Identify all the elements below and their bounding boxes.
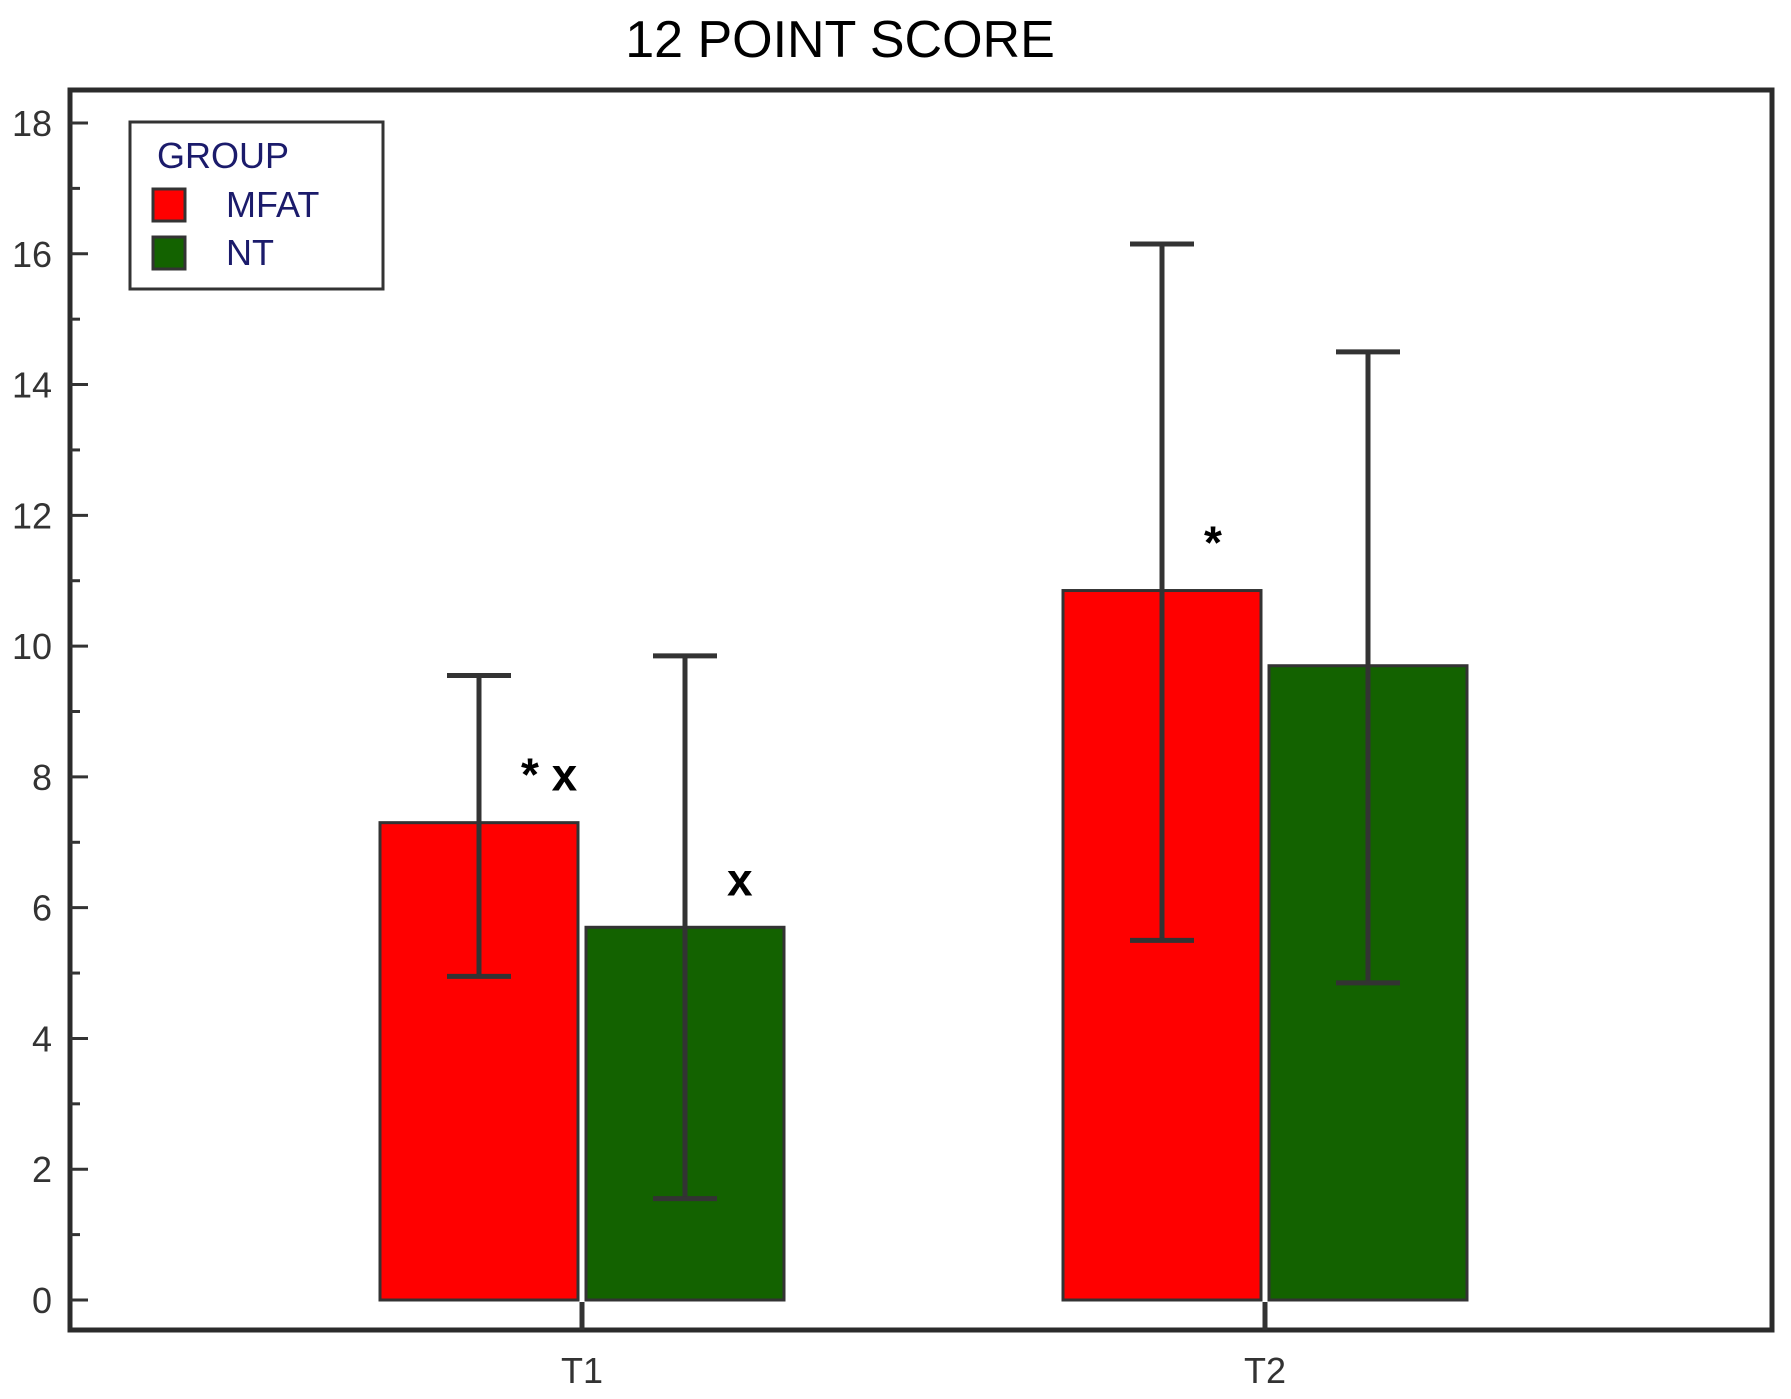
y-tick-label-14: 14 [12, 365, 52, 406]
y-axis: 0 2 4 6 8 10 12 14 16 18 [12, 103, 88, 1321]
legend-swatch-mfat [151, 187, 187, 223]
y-tick-label-0: 0 [32, 1280, 52, 1321]
y-tick-label-4: 4 [32, 1018, 52, 1059]
y-tick-label-10: 10 [12, 626, 52, 667]
legend-label-mfat: MFAT [226, 184, 319, 225]
y-tick-label-12: 12 [12, 495, 52, 536]
legend: GROUP MFAT NT [128, 120, 385, 291]
x-axis: T1 T2 [561, 1302, 1286, 1391]
y-tick-label-6: 6 [32, 888, 52, 929]
x-tick-label-t1: T1 [561, 1350, 603, 1391]
y-tick-label-2: 2 [32, 1149, 52, 1190]
annotation-mfat-t1: * x [521, 749, 578, 801]
legend-title: GROUP [157, 135, 289, 176]
y-tick-label-18: 18 [12, 103, 52, 144]
legend-swatch-nt [151, 235, 187, 271]
error-bars-layer [447, 241, 1400, 1202]
y-tick-label-16: 16 [12, 234, 52, 275]
annotation-nt-t1: x [727, 853, 753, 905]
annotations-layer: * x * x [521, 517, 1222, 906]
bars-layer [378, 589, 1469, 1302]
chart-title: 12 POINT SCORE [625, 11, 1055, 69]
annotation-mfat-t2: * [1204, 517, 1222, 569]
legend-label-nt: NT [226, 232, 274, 273]
x-tick-label-t2: T2 [1244, 1350, 1286, 1391]
y-tick-label-8: 8 [32, 757, 52, 798]
